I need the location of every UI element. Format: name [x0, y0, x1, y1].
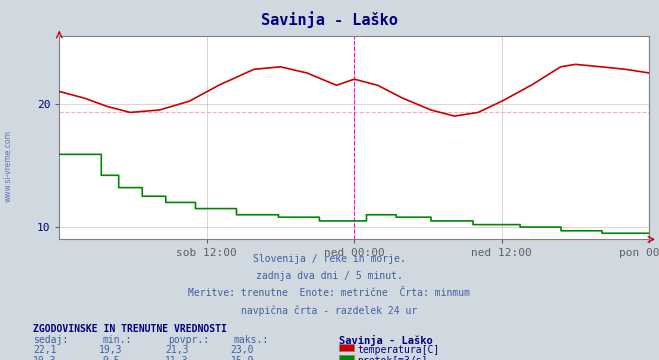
Text: Savinja - Laško: Savinja - Laško — [261, 11, 398, 28]
Text: sedaj:: sedaj: — [33, 335, 68, 345]
Text: 21,3: 21,3 — [165, 345, 188, 355]
Text: 9,5: 9,5 — [102, 356, 119, 360]
Text: 23,0: 23,0 — [231, 345, 254, 355]
Text: 10,3: 10,3 — [33, 356, 57, 360]
Text: Meritve: trenutne  Enote: metrične  Črta: minmum: Meritve: trenutne Enote: metrične Črta: … — [188, 288, 471, 298]
Text: min.:: min.: — [102, 335, 132, 345]
Text: pretok[m3/s]: pretok[m3/s] — [357, 356, 428, 360]
Text: povpr.:: povpr.: — [168, 335, 209, 345]
Text: 11,3: 11,3 — [165, 356, 188, 360]
Text: ZGODOVINSKE IN TRENUTNE VREDNOSTI: ZGODOVINSKE IN TRENUTNE VREDNOSTI — [33, 324, 227, 334]
Text: temperatura[C]: temperatura[C] — [357, 345, 440, 355]
Text: maks.:: maks.: — [234, 335, 269, 345]
Text: zadnja dva dni / 5 minut.: zadnja dva dni / 5 minut. — [256, 271, 403, 281]
Text: 19,3: 19,3 — [99, 345, 123, 355]
Text: navpična črta - razdelek 24 ur: navpična črta - razdelek 24 ur — [241, 306, 418, 316]
Text: Slovenija / reke in morje.: Slovenija / reke in morje. — [253, 254, 406, 264]
Text: 15,9: 15,9 — [231, 356, 254, 360]
Text: 22,1: 22,1 — [33, 345, 57, 355]
Text: Savinja - Laško: Savinja - Laško — [339, 335, 433, 346]
Text: www.si-vreme.com: www.si-vreme.com — [3, 130, 13, 202]
